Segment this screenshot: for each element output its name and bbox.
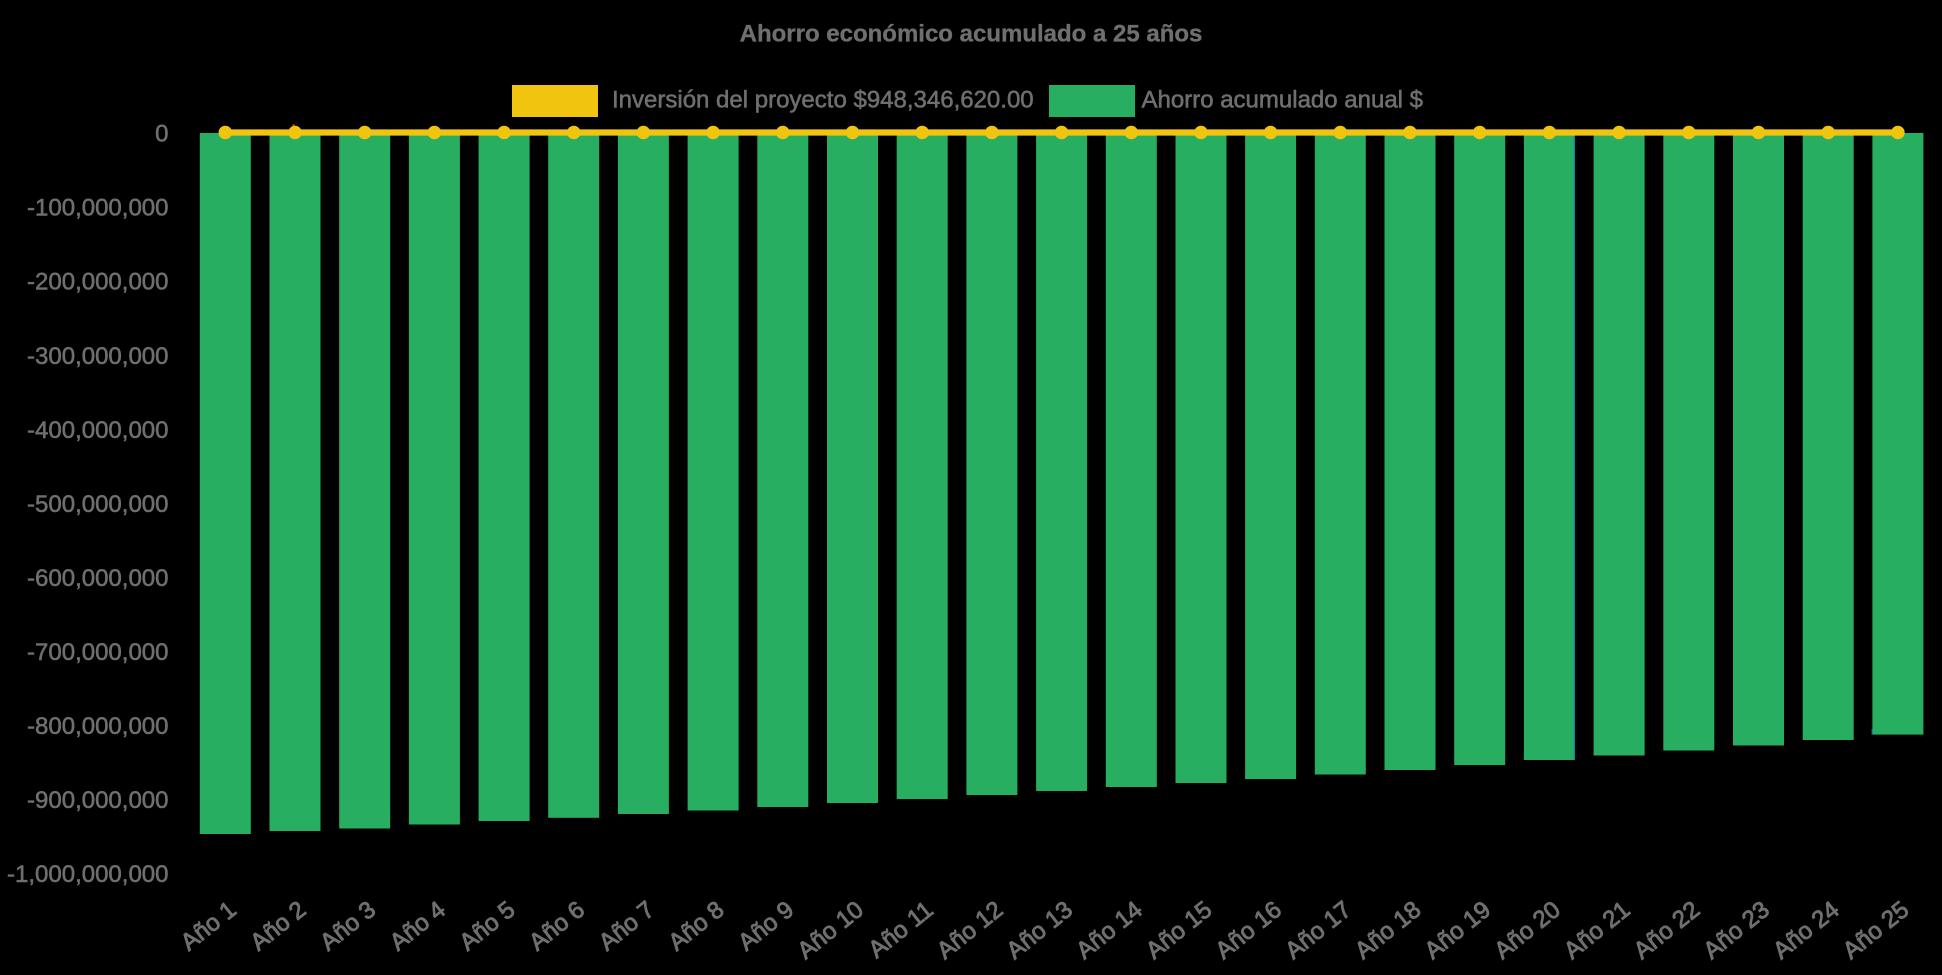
svg-text:-300,000,000: -300,000,000 [27, 343, 168, 370]
svg-text:-1,000,000,000: -1,000,000,000 [7, 861, 168, 888]
svg-text:-800,000,000: -800,000,000 [27, 713, 168, 740]
svg-text:0: 0 [155, 121, 168, 148]
svg-text:Ahorro económico acumulado a 2: Ahorro económico acumulado a 25 años [740, 21, 1203, 48]
svg-text:-700,000,000: -700,000,000 [27, 639, 168, 666]
svg-text:Inversión del proyecto $948,34: Inversión del proyecto $948,346,620.00 [612, 87, 1034, 114]
svg-text:Ahorro acumulado anual $: Ahorro acumulado anual $ [1142, 87, 1424, 114]
svg-text:-600,000,000: -600,000,000 [27, 565, 168, 592]
svg-text:-900,000,000: -900,000,000 [27, 787, 168, 814]
svg-text:-100,000,000: -100,000,000 [27, 195, 168, 222]
svg-text:-200,000,000: -200,000,000 [27, 269, 168, 296]
svg-text:-400,000,000: -400,000,000 [27, 417, 168, 444]
svg-text:-500,000,000: -500,000,000 [27, 491, 168, 518]
